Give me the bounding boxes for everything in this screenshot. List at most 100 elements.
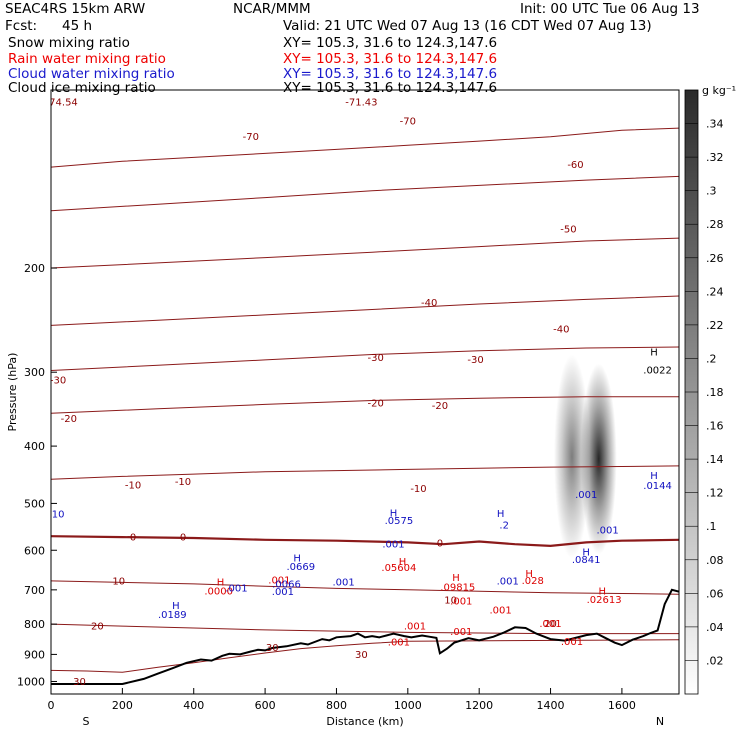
model-name: SEAC4RS 15km ARW xyxy=(5,1,146,17)
rain-water-label-10: H xyxy=(599,587,607,598)
cloud-water-label-16: H xyxy=(582,547,590,558)
cloud-water-label-8: H xyxy=(390,509,398,520)
temperature-label-5: -50 xyxy=(560,224,576,235)
temperature-contour--20 xyxy=(51,396,679,414)
colorbar-tick-label-10: .22 xyxy=(706,319,724,332)
field-name-rain: Rain water mixing ratio xyxy=(8,51,166,67)
cloud-water-label-3: .001 xyxy=(225,584,247,595)
temperature-contour-30 xyxy=(51,639,679,673)
x-tick-label-600: 600 xyxy=(255,699,276,712)
cloud-water-label-19: .0144 xyxy=(643,481,672,492)
cloud-water-label-4: .001 xyxy=(272,587,294,598)
colorbar-tick-label-13: .28 xyxy=(706,218,724,231)
temperature-label-26: 30 xyxy=(73,677,86,688)
y-tick-label-400: 400 xyxy=(24,440,45,453)
cloud-water-label-18: H xyxy=(650,471,658,482)
temperature-label-11: -20 xyxy=(61,414,77,425)
endpoint-left: S xyxy=(83,715,90,728)
cloud-ice-label-0: H xyxy=(650,348,658,359)
cloud-water-label-13: .001 xyxy=(497,577,519,588)
temperature-label-14: -10 xyxy=(125,480,141,491)
y-tick-label-700: 700 xyxy=(24,584,45,597)
x-tick-label-800: 800 xyxy=(326,699,347,712)
rain-water-label-17: .001 xyxy=(450,627,472,638)
x-tick-label-1200: 1200 xyxy=(465,699,493,712)
rain-water-label-3: H xyxy=(399,557,407,568)
temperature-label-22: 20 xyxy=(91,622,104,633)
y-tick-label-300: 300 xyxy=(24,366,45,379)
colorbar-tick-label-2: .06 xyxy=(706,587,724,600)
colorbar-tick-label-4: .1 xyxy=(706,520,717,533)
colorbar-tick-label-16: .34 xyxy=(706,118,724,131)
temperature-label-19: 0 xyxy=(437,538,443,549)
y-tick-label-800: 800 xyxy=(24,618,45,631)
cloud-water-label-10: .001 xyxy=(382,540,404,551)
temperature-label-7: -40 xyxy=(553,324,569,335)
temperature-label-15: -10 xyxy=(175,477,191,488)
rain-water-label-13: .001 xyxy=(404,622,426,633)
temperature-label-1: -71.43 xyxy=(345,98,377,109)
temperature-label-3: -70 xyxy=(400,116,416,127)
x-tick-label-0: 0 xyxy=(48,699,55,712)
cloud-water-label-2: .0066 xyxy=(272,579,301,590)
temperature-label-13: -20 xyxy=(432,401,448,412)
rain-water-label-4: .05604 xyxy=(381,563,416,574)
temperature-label-12: -20 xyxy=(368,399,384,410)
organization: NCAR/MMM xyxy=(233,1,311,17)
terrain-surface xyxy=(51,588,679,685)
rain-water-label-11: .02613 xyxy=(587,595,622,606)
cloud-water-label-17: .0841 xyxy=(572,555,601,566)
colorbar-tick-label-6: .14 xyxy=(706,453,724,466)
temperature-label-21: 10 xyxy=(444,596,457,607)
endpoint-right: N xyxy=(656,715,664,728)
cloud-water-label-11: H xyxy=(497,509,505,520)
field-name-ice: Cloud ice mixing ratio xyxy=(8,80,156,96)
field-xy-rain: XY= 105.3, 31.6 to 124.3,147.6 xyxy=(283,51,498,67)
cloud-water-label-12: .2 xyxy=(499,521,509,532)
temperature-label-0: -74.54 xyxy=(46,98,78,109)
colorbar-tick-label-12: .26 xyxy=(706,252,724,265)
colorbar-tick-label-14: .3 xyxy=(706,185,717,198)
temperature-label-18: 0 xyxy=(180,533,186,544)
field-xy-cloud: XY= 105.3, 31.6 to 124.3,147.6 xyxy=(283,66,498,82)
field-name-cloud: Cloud water mixing ratio xyxy=(8,66,175,82)
init-time: Init: 00 UTC Tue 06 Aug 13 xyxy=(520,1,700,17)
cloud-water-label-5: .001 xyxy=(332,577,354,588)
x-tick-label-400: 400 xyxy=(183,699,204,712)
field-name-snow: Snow mixing ratio xyxy=(8,35,130,51)
temperature-label-4: -60 xyxy=(567,160,583,171)
rain-water-label-5: H xyxy=(452,573,460,584)
temperature-label-23: 20 xyxy=(544,619,557,630)
temperature-label-9: -30 xyxy=(368,353,384,364)
rain-water-label-7: .001 xyxy=(450,596,472,607)
temperature-label-8: -30 xyxy=(50,376,66,387)
y-tick-label-1000: 1000 xyxy=(17,675,45,688)
forecast-hour: 45 h xyxy=(62,18,93,34)
rain-water-label-16: .001 xyxy=(561,637,583,648)
x-tick-label-1600: 1600 xyxy=(608,699,636,712)
temperature-label-2: -70 xyxy=(243,132,259,143)
temperature-label-20: 10 xyxy=(112,577,125,588)
rain-water-label-6: .09815 xyxy=(440,583,475,594)
y-tick-label-600: 600 xyxy=(24,544,45,557)
temperature-contour-0 xyxy=(51,535,679,548)
cloud-water-label-14: .001 xyxy=(575,490,597,501)
cloud-ice-label-1: .0022 xyxy=(643,366,672,377)
temperature-contour--30 xyxy=(51,346,679,371)
cloud-water-label-6: H xyxy=(172,601,180,612)
x-tick-label-200: 200 xyxy=(112,699,133,712)
valid-time: Valid: 21 UTC Wed 07 Aug 13 (16 CDT Wed … xyxy=(283,18,652,34)
forecast-label: Fcst: xyxy=(5,18,38,34)
cloud-water-label-7: .0189 xyxy=(158,610,187,621)
field-xy-snow: XY= 105.3, 31.6 to 124.3,147.6 xyxy=(283,35,498,51)
temperature-label-24: 30 xyxy=(266,643,279,654)
rain-water-label-12: .001 xyxy=(489,605,511,616)
colorbar-tick-label-5: .12 xyxy=(706,487,724,500)
cloud-water-label-0: .0669 xyxy=(286,562,315,573)
cloud-water-label-20: 10 xyxy=(52,510,65,521)
temperature-label-10: -30 xyxy=(467,355,483,366)
temperature-contour-20 xyxy=(51,623,679,635)
colorbar-tick-label-7: .16 xyxy=(706,420,724,433)
rain-water-label-1: .0000 xyxy=(204,587,233,598)
